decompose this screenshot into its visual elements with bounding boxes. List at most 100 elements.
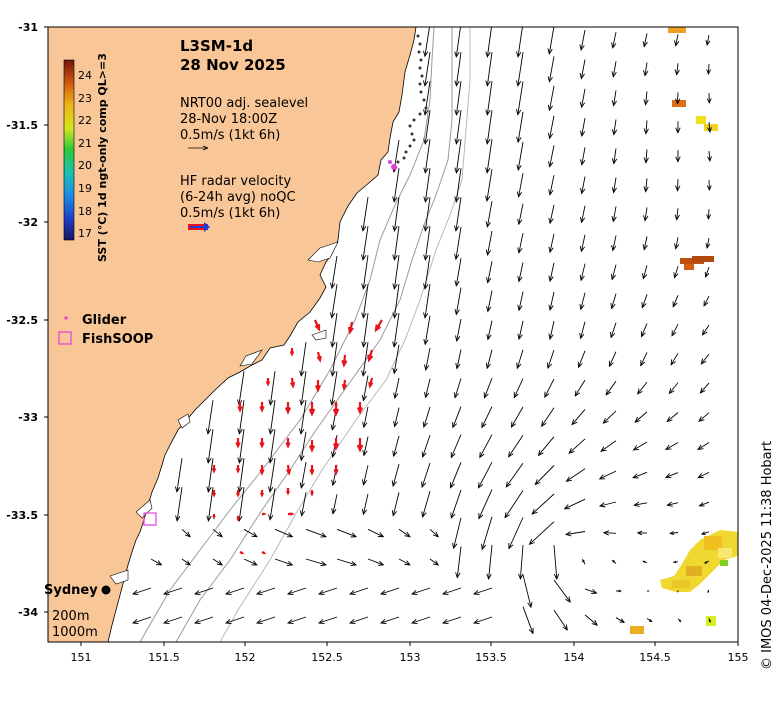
sealevel-arrow-head (472, 618, 480, 625)
sealevel-arrow-head (377, 532, 385, 538)
sealevel-arrow (599, 470, 617, 480)
sealevel-arrow-head (517, 275, 523, 283)
sealevel-arrow (481, 516, 493, 550)
sealevel-arrow (442, 587, 462, 595)
sealevel-arrow (703, 295, 710, 307)
hf-radar-arrow-head (310, 491, 314, 497)
sealevel-legend-line3: 0.5m/s (1kt 6h) (180, 128, 280, 143)
sealevel-arrow (238, 371, 245, 405)
sealevel-arrow (398, 528, 411, 538)
sealevel-arrow-head (329, 312, 336, 319)
sealevel-arrow (615, 617, 625, 623)
sealevel-arrow-head (205, 428, 212, 435)
sealevel-arrow (392, 492, 400, 516)
sealevel-arrow-head (674, 243, 680, 250)
sealevel-arrow (698, 412, 710, 422)
sealevel-arrow-head (485, 80, 491, 87)
y-tick-label: -31 (18, 21, 38, 34)
sealevel-arrow-head (507, 451, 514, 458)
glider-track-point (418, 82, 422, 86)
sealevel-arrow (305, 558, 327, 566)
y-tick-label: -33.5 (6, 509, 38, 522)
sealevel-arrow-head (698, 416, 705, 423)
sealevel-arrow (424, 52, 431, 86)
colorbar-tick: 23 (78, 92, 92, 105)
hf-radar-arrow-head (308, 445, 316, 453)
sealevel-arrow (487, 290, 493, 312)
sealevel-arrow-head (423, 138, 429, 145)
sealevel-arrow-head (528, 539, 535, 546)
sealevel-arrow (504, 490, 524, 518)
sealevel-arrow-head (379, 618, 387, 625)
sealevel-arrow-head (548, 275, 554, 283)
sealevel-arrow (706, 35, 710, 45)
sealevel-arrow (522, 606, 534, 634)
sealevel-arrow-head (392, 341, 398, 348)
sealevel-arrow-head (670, 359, 676, 366)
sealevel-arrow (163, 616, 183, 624)
sealevel-arrow (473, 616, 493, 624)
hf-radar-arrow-head (259, 441, 265, 449)
hf-radar-arrow-head (236, 517, 240, 522)
hf-radar-arrow-head (235, 467, 241, 474)
sealevel-arrow (634, 502, 648, 506)
sealevel-arrow (642, 265, 648, 279)
sealevel-arrow-head (704, 271, 710, 278)
hf-radar-arrow-head (285, 490, 291, 496)
sealevel-arrow-head (155, 560, 163, 566)
hf-radar-arrow-head (289, 350, 295, 357)
sealevel-legend-line2: 28-Nov 18:00Z (180, 112, 277, 127)
hf-radar-arrow-head (308, 408, 316, 417)
sealevel-arrow (671, 324, 679, 336)
sealevel-arrow-head (361, 394, 367, 402)
sealevel-arrow (517, 27, 523, 57)
glider-track-point (418, 112, 422, 116)
sealevel-arrow-head (320, 532, 327, 538)
sealevel-arrow-head (705, 242, 711, 249)
sealevel-arrow (675, 34, 679, 46)
sealevel-arrow-head (697, 444, 704, 451)
sealevel-arrow (519, 545, 524, 579)
sealevel-arrow (645, 91, 648, 105)
hf-radar-arrow-head (356, 407, 364, 415)
sealevel-arrow (566, 468, 586, 482)
sealevel-arrow-head (251, 560, 258, 566)
sealevel-arrow (305, 528, 327, 538)
sealevel-arrow-head (268, 399, 274, 406)
sealevel-arrow-head (527, 601, 533, 609)
sealevel-arrow (553, 609, 568, 631)
sealevel-arrow (518, 291, 524, 311)
sealevel-arrow (508, 517, 524, 549)
y-tick-label: -33 (18, 411, 38, 424)
sealevel-arrow-head (206, 486, 212, 493)
sealevel-arrow-head (553, 573, 560, 580)
sealevel-arrow (363, 406, 369, 428)
sealevel-arrow-head (610, 331, 616, 339)
sealevel-arrow-head (565, 596, 571, 603)
sealevel-arrow-head (286, 560, 294, 566)
sealevel-arrow-head (636, 530, 643, 536)
sealevel-arrow (517, 81, 524, 115)
sealevel-arrow-head (423, 196, 429, 203)
estuary-tuggerah (177, 413, 191, 429)
x-tick-label: 154.5 (639, 651, 671, 664)
sealevel-arrow-head (672, 560, 677, 564)
sealevel-arrow (394, 407, 400, 427)
sealevel-arrow-head (410, 618, 418, 625)
sealevel-arrow (608, 351, 617, 367)
hf-radar-arrow-head (262, 512, 267, 516)
sealevel-arrow (367, 528, 384, 538)
sealevel-arrow (634, 411, 648, 423)
sealevel-arrow-head (486, 334, 492, 341)
sealevel-arrow-head (508, 543, 514, 550)
sealevel-arrow (677, 92, 679, 104)
sealevel-arrow-head (598, 474, 606, 480)
sealevel-arrow (487, 231, 493, 255)
sealevel-arrow (362, 197, 369, 231)
sealevel-arrow-head (517, 247, 523, 254)
sealevel-arrow (549, 262, 555, 282)
sealevel-arrow-head (454, 280, 460, 287)
sst-colorbar: 17 18 19 20 21 22 23 24 SST (°C) 1d ngt-… (63, 53, 109, 262)
sealevel-arrow-head (531, 508, 538, 515)
sealevel-arrow (424, 284, 431, 318)
